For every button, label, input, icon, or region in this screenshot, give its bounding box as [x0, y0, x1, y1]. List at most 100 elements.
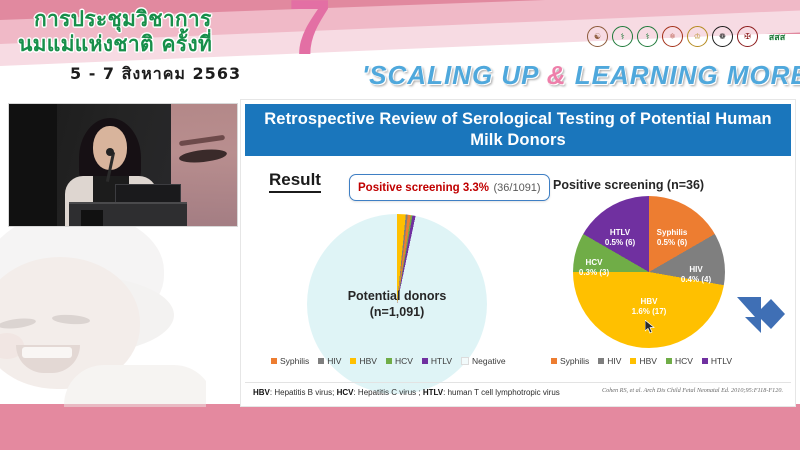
legend-item-hbv: HBV — [350, 356, 377, 366]
positive-screening-pie — [573, 196, 725, 348]
potential-donors-chart: Potential donors (n=1,091) — [297, 206, 515, 404]
slide-footnote-bar: HBV: Hepatitis B virus; HCV: Hepatitis C… — [245, 382, 791, 402]
slice-label-hiv-name: HIV — [689, 265, 703, 274]
conference-tagline: 'SCALING UP & LEARNING MORE' — [362, 60, 800, 91]
slice-label-hcv-name: HCV — [585, 258, 603, 267]
slice-label-hcv: HCV 0.3% (3) — [571, 258, 617, 278]
legend-label-hcv: HCV — [394, 356, 413, 366]
baby-teeth — [22, 347, 72, 358]
legend-item-htlv-right: HTLV — [701, 356, 733, 366]
baby-watermark-image — [0, 215, 206, 407]
microphone-head — [106, 148, 114, 156]
slice-label-hbv: HBV 1.6% (17) — [623, 297, 675, 317]
stage-dark-panel — [9, 104, 57, 226]
blue-arrow-icon — [735, 293, 787, 339]
footnote-htlv-key: HTLV — [422, 388, 444, 397]
conference-edition-number: 7 — [288, 0, 332, 71]
legend-item-syphilis: Syphilis — [271, 356, 309, 366]
legend-swatch-hbv-right — [630, 358, 637, 364]
legend-label-hiv-right: HIV — [607, 356, 622, 366]
legend-label-hiv: HIV — [327, 356, 342, 366]
slice-label-syphilis: Syphilis 0.5% (6) — [645, 228, 699, 248]
tagline-part-1: 'SCALING UP — [362, 60, 547, 90]
footnote-hbv-key: HBV — [253, 388, 270, 397]
legend-item-hbv-right: HBV — [630, 356, 657, 366]
callout-fraction: (36/1091) — [493, 182, 541, 194]
slice-label-htlv-value: 0.5% (6) — [604, 238, 636, 247]
positive-screening-title: Positive screening (n=36) — [553, 178, 705, 192]
slice-label-hcv-value: 0.3% (3) — [578, 268, 610, 277]
logo-institute-black: ❁ — [712, 26, 733, 47]
logo-royal-seal: ☯ — [587, 26, 608, 47]
potential-donors-pie — [307, 214, 487, 394]
footnote-htlv-val: : human T cell lymphotropic virus — [443, 388, 560, 397]
potential-donors-title: Potential donors — [347, 289, 447, 303]
legend-label-htlv: HTLV — [430, 356, 453, 366]
logo-medical-council: ✠ — [737, 26, 758, 47]
legend-item-hcv: HCV — [385, 356, 413, 366]
result-heading: Result — [269, 170, 321, 193]
legend-item-hiv-right: HIV — [598, 356, 621, 366]
legend-swatch-htlv-right — [701, 358, 708, 364]
logo-royal-crown: ♔ — [687, 26, 708, 47]
legend-label-hcv-right: HCV — [674, 356, 693, 366]
speaker-video-panel — [8, 103, 238, 227]
abbreviation-footnote: HBV: Hepatitis B virus; HCV: Hepatitis C… — [245, 388, 560, 397]
footnote-hbv-val: : Hepatitis B virus; — [269, 388, 337, 397]
slice-label-syphilis-name: Syphilis — [656, 228, 688, 237]
legend-label-htlv-right: HTLV — [710, 356, 733, 366]
potential-donors-label: Potential donors (n=1,091) — [297, 288, 497, 320]
slice-label-hiv-value: 0.4% (4) — [680, 275, 712, 284]
sponsor-logo-row: ☯ ⚕ ⚕ ⚛ ♔ ❁ ✠ สสส — [587, 26, 792, 47]
legend-item-hcv-right: HCV — [665, 356, 693, 366]
legend-label-hbv: HBV — [359, 356, 377, 366]
legend-swatch-syphilis — [271, 358, 277, 364]
legend-label-syphilis-right: Syphilis — [560, 356, 590, 366]
pink-footer-strip — [0, 404, 800, 450]
slice-label-syphilis-value: 0.5% (6) — [656, 238, 688, 247]
slice-label-htlv: HTLV 0.5% (6) — [595, 228, 645, 248]
legend-swatch-hcv-right — [665, 358, 672, 364]
legend-swatch-hbv — [350, 358, 357, 364]
logo-ministry-health-1: ⚕ — [612, 26, 633, 47]
legend-item-htlv: HTLV — [421, 356, 453, 366]
thai-title-line-2: นมแม่แห่งชาติ ครั้งที่ — [18, 32, 213, 56]
legend-positive-screening: Syphilis HIV HBV HCV HTLV — [551, 356, 732, 366]
legend-item-negative: Negative — [461, 356, 506, 366]
slice-label-hiv: HIV 0.4% (4) — [673, 265, 719, 285]
legend-label-syphilis: Syphilis — [280, 356, 310, 366]
legend-swatch-hcv — [385, 358, 392, 364]
legend-label-negative: Negative — [472, 356, 506, 366]
slide-title: Retrospective Review of Serological Test… — [245, 104, 791, 156]
conference-date: 5 - 7 สิงหาคม 2563 — [70, 64, 242, 83]
legend-swatch-htlv — [421, 358, 428, 364]
legend-swatch-syphilis-right — [551, 358, 557, 364]
legend-swatch-hiv — [318, 358, 325, 364]
legend-item-hiv: HIV — [318, 356, 341, 366]
tagline-ampersand: & — [546, 60, 567, 90]
legend-item-syphilis-right: Syphilis — [551, 356, 589, 366]
thai-title-line-1: การประชุมวิชาการ — [34, 7, 212, 31]
podium-panel — [81, 210, 103, 226]
logo-ministry-health-2: ⚕ — [637, 26, 658, 47]
logo-university-red: ⚛ — [662, 26, 683, 47]
legend-swatch-hiv-right — [598, 358, 605, 364]
slice-label-hbv-name: HBV — [640, 297, 658, 306]
presentation-slide: Retrospective Review of Serological Test… — [240, 99, 796, 407]
callout-percentage: Positive screening 3.3% — [358, 182, 490, 194]
positive-screening-callout: Positive screening 3.3% (36/1091) — [349, 174, 550, 201]
slice-label-hbv-value: 1.6% (17) — [631, 307, 667, 316]
baby-body — [64, 365, 206, 407]
conference-thai-title: การประชุมวิชาการ นมแม่แห่งชาติ ครั้งที่ — [18, 2, 308, 62]
footnote-hcv-key: HCV — [336, 388, 354, 397]
legend-potential-donors: Syphilis HIV HBV HCV HTLV Negative — [271, 356, 506, 366]
source-citation: Cohen RS, et al. Arch Dis Child Fetal Ne… — [601, 387, 783, 394]
tagline-part-2: LEARNING MORE' — [566, 60, 800, 90]
potential-donors-subtitle: (n=1,091) — [369, 305, 425, 319]
footnote-hcv-val: : Hepatitis C virus ; — [353, 388, 423, 397]
legend-swatch-negative — [461, 357, 470, 365]
slice-label-htlv-name: HTLV — [609, 228, 631, 237]
legend-label-hbv-right: HBV — [639, 356, 657, 366]
logo-thaihealth-sss: สสส — [768, 32, 786, 43]
